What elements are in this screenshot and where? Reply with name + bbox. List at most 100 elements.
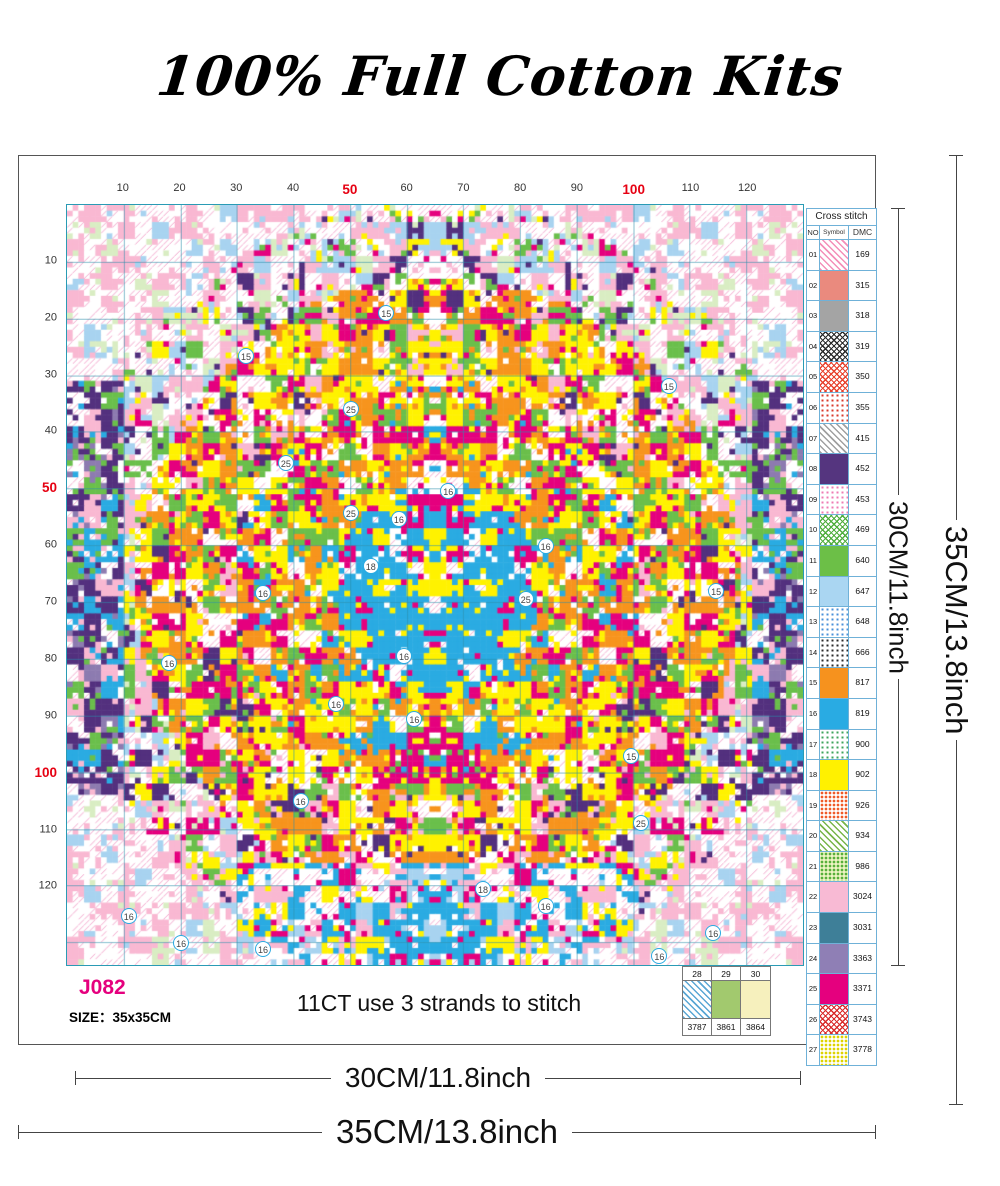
dim-tick [75, 1071, 76, 1085]
legend-row: 23 3031 [807, 913, 876, 944]
ruler-number: 60 [400, 182, 413, 194]
dmc-number: 3031 [853, 922, 872, 933]
dim-line [897, 209, 899, 495]
legend-no: 05 [807, 362, 820, 392]
left-ruler: 10 20 30 40 50 60 70 80 90 100 110 120 [23, 204, 61, 966]
legend-row: 08 452 [807, 454, 876, 485]
symbol-swatch [683, 981, 712, 1019]
dmc-number: 817 [855, 677, 870, 688]
extra-row-no: 28 29 30 [683, 967, 770, 981]
legend-no: 22 [807, 882, 820, 913]
symbol-swatch [820, 301, 849, 331]
legend-row: 26 3743 [807, 1004, 876, 1036]
ruler-number: 60 [44, 538, 57, 551]
dmc-number: 3371 [853, 983, 872, 994]
symbol-swatch [820, 1004, 849, 1035]
dmc-number: 169 [855, 249, 870, 259]
color-callout: 16 [292, 792, 309, 809]
ruler-number: 50 [41, 480, 57, 496]
legend-no: 23 [807, 913, 820, 943]
color-callout: 16 [537, 538, 554, 555]
dim-bottom-inner-label: 30CM/11.8inch [344, 1062, 532, 1093]
color-callout: 25 [342, 505, 359, 522]
dmc-number: 926 [855, 799, 870, 810]
symbol-swatch [741, 981, 770, 1019]
legend-row: 13 648 [807, 607, 876, 638]
chart-area: 15 15 15 25 25 16 25 16 16 18 15 16 25 16 16 16 16 15 16 25… [66, 204, 804, 966]
dim-tick [891, 965, 905, 967]
symbol-swatch [820, 974, 849, 1004]
color-callout: 16 [255, 584, 272, 601]
legend-no: 20 [807, 821, 820, 851]
symbol-swatch [820, 607, 849, 637]
dmc-number: 452 [855, 463, 870, 474]
color-callout: 25 [517, 590, 534, 607]
color-callout: 16 [328, 695, 345, 712]
ruler-number: 70 [44, 595, 57, 608]
legend-no: 13 [807, 607, 820, 637]
dmc-number: 986 [855, 860, 870, 871]
dim-tick [875, 1125, 876, 1139]
symbol-swatch [820, 943, 849, 974]
dim-line [955, 740, 957, 1105]
dim-tick [18, 1125, 19, 1139]
chart-canvas [66, 204, 804, 966]
legend-row: 09 453 [807, 484, 876, 516]
dmc-number: 647 [855, 585, 870, 596]
dim-right-outer-label: 35CM/13.8inch [939, 525, 974, 735]
color-callout: 18 [362, 557, 379, 574]
dim-tick [949, 155, 963, 156]
ruler-number: 20 [44, 311, 57, 324]
stitch-instruction: 11CT use 3 strands to stitch [296, 990, 582, 1016]
dmc-number: 350 [855, 371, 870, 382]
callout-layer: 15 15 15 25 25 16 25 16 16 18 15 16 25 16 16 16 16 15 16 25… [66, 204, 804, 966]
dmc-number: 315 [855, 279, 870, 290]
ruler-number: 100 [622, 182, 645, 197]
color-callout: 16 [396, 647, 412, 664]
ruler-number: 40 [44, 424, 57, 437]
color-callout: 16 [651, 948, 668, 965]
extra-no: 28 [683, 967, 712, 981]
symbol-swatch [820, 1035, 849, 1066]
legend-header-dmc: DMC [852, 227, 873, 237]
legend-no: 11 [807, 545, 820, 576]
dim-line [545, 1077, 801, 1079]
legend-no: 01 [807, 240, 820, 270]
legend-no: 16 [807, 698, 820, 729]
dim-tick [891, 208, 905, 209]
color-callout: 16 [406, 711, 423, 728]
symbol-swatch [820, 240, 849, 270]
ruler-number: 10 [44, 254, 57, 267]
color-callout: 16 [390, 510, 407, 527]
symbol-swatch [820, 545, 849, 576]
symbol-swatch [820, 392, 849, 423]
top-ruler: 10 20 30 40 50 60 70 80 90 100 110 120 [66, 182, 804, 198]
legend-no: 09 [807, 484, 820, 515]
legend-row: 01 169 [807, 240, 876, 271]
symbol-swatch [820, 637, 849, 668]
color-callout: 16 [705, 925, 722, 942]
legend-row: 04 319 [807, 331, 876, 363]
ruler-number: 40 [286, 182, 300, 194]
ruler-number: 30 [44, 367, 57, 380]
ruler-number: 80 [514, 182, 527, 194]
legend-row: 16 819 [807, 698, 876, 730]
symbol-swatch [820, 331, 849, 362]
color-callout: 25 [342, 400, 359, 417]
legend-no: 25 [807, 974, 820, 1004]
legend-rows: 01 169 02 315 03 318 04 319 05 350 06 355 07 415 08 452… [807, 240, 876, 1066]
legend-no: 19 [807, 790, 820, 821]
legend-no: 24 [807, 943, 820, 974]
product-code: J082 [79, 976, 126, 999]
color-callout: 15 [623, 747, 640, 764]
dmc-number: 3024 [853, 891, 872, 902]
legend-no: 26 [807, 1004, 820, 1035]
legend-row: 10 469 [807, 515, 876, 546]
symbol-swatch [820, 882, 849, 913]
legend-header: NO Symbol DMC [807, 226, 876, 240]
legend-row: 12 647 [807, 576, 876, 608]
ruler-number: 80 [44, 652, 57, 665]
legend-row: 25 3371 [807, 974, 876, 1005]
color-callout: 15 [238, 347, 255, 364]
